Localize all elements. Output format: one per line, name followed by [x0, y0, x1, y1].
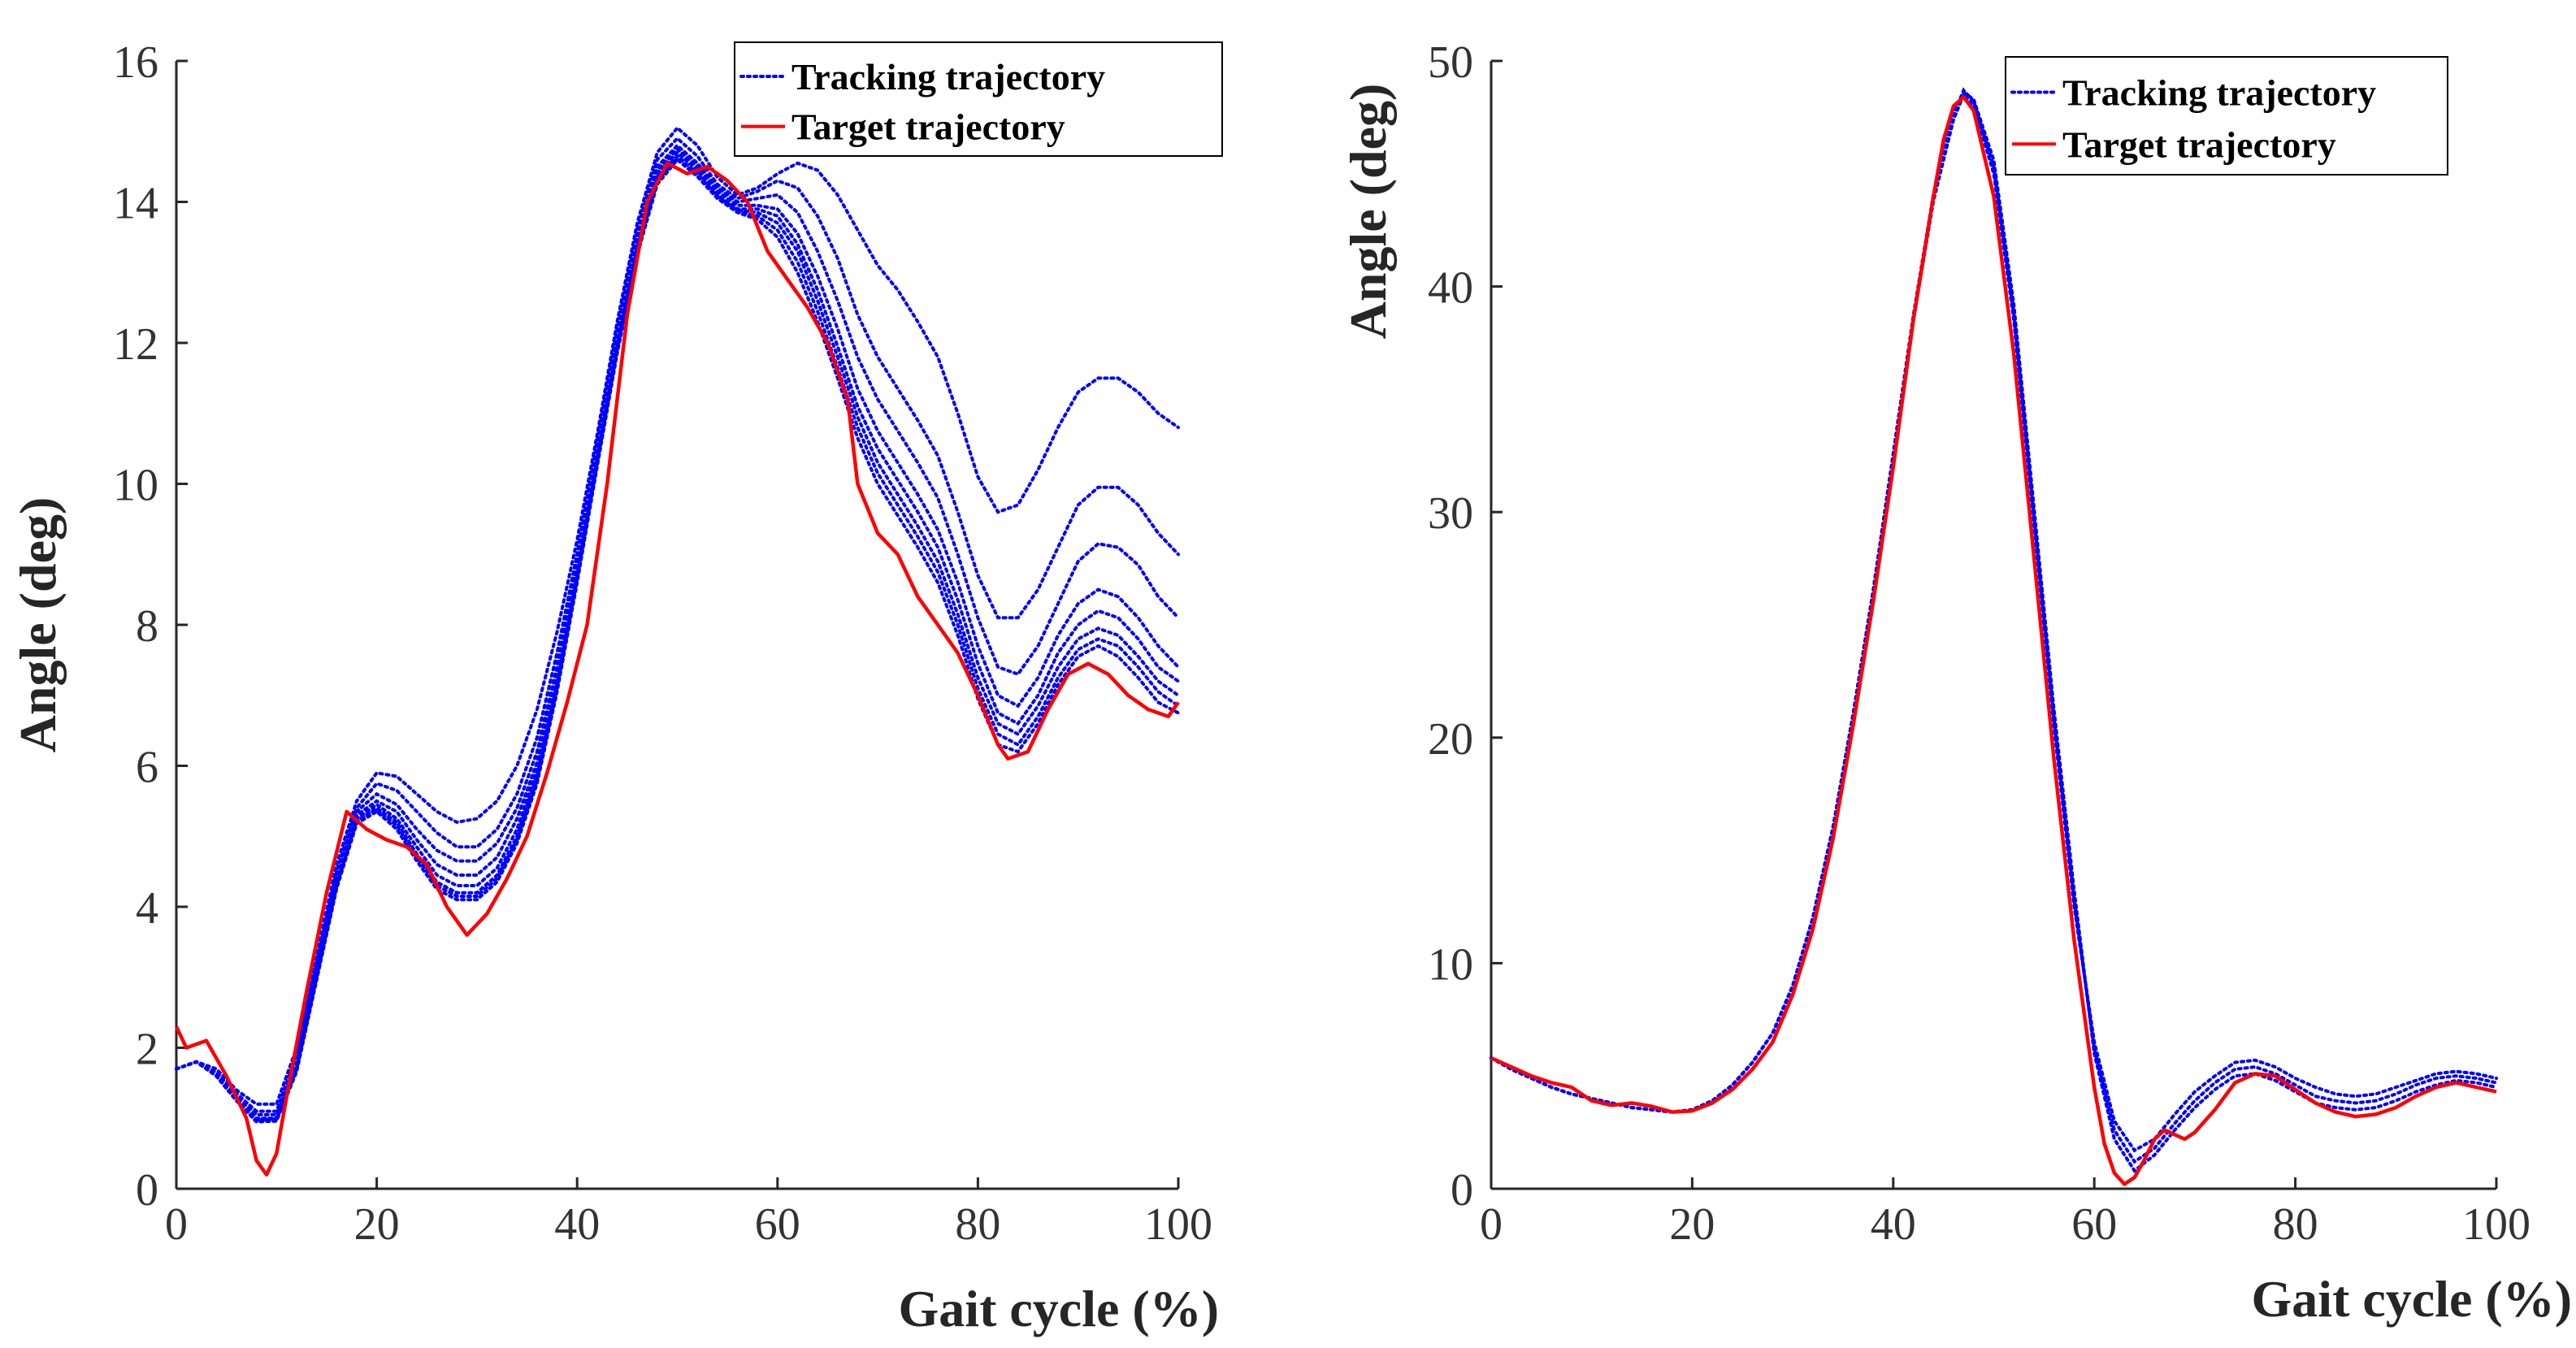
y-tick-label: 50	[1428, 37, 1473, 88]
x-tick-label: 40	[554, 1199, 600, 1250]
x-tick-label: 80	[955, 1199, 1000, 1250]
target-trajectory-line	[1490, 95, 2497, 1186]
y-axis-label: Angle (deg)	[9, 497, 67, 753]
y-tick-label: 2	[136, 1025, 158, 1075]
y-tick-label: 0	[1451, 1165, 1473, 1216]
x-tick-label: 0	[165, 1199, 188, 1250]
y-tick-label: 30	[1428, 488, 1473, 539]
tracking-trajectory-line-1	[1490, 91, 2498, 1153]
x-tick-label: 100	[1144, 1199, 1212, 1250]
y-tick-label: 4	[136, 883, 158, 934]
tracking-trajectory-line-3	[1490, 90, 2498, 1173]
right-chart-panel: 0 20 40 60 80 100 0 10 20 30 40 50 Gait cycle (%) Ang…	[1339, 37, 2572, 1328]
x-tick-label: 100	[2462, 1199, 2530, 1250]
target-trajectory-line	[174, 161, 1180, 1177]
y-axis-label: Angle (deg)	[1339, 84, 1397, 340]
tracking-trajectory-line-4	[175, 146, 1180, 1120]
y-tick-label: 12	[113, 319, 158, 370]
y-tick-label: 8	[136, 601, 158, 652]
legend-target-label: Target trajectory	[791, 106, 1065, 148]
y-tick-label: 6	[136, 743, 158, 793]
legend-tracking-label: Tracking trajectory	[791, 56, 1105, 98]
legend-tracking-label: Tracking trajectory	[2062, 72, 2376, 114]
tracking-trajectory-line-5	[175, 150, 1180, 1122]
y-tick-label: 0	[136, 1165, 158, 1216]
tracking-trajectory-line-2	[175, 136, 1180, 1113]
y-tick-label: 40	[1428, 263, 1473, 314]
y-tick-label: 10	[113, 461, 158, 511]
legend-box	[734, 41, 1223, 157]
x-tick-label: 40	[1871, 1199, 1916, 1250]
y-tick-label: 20	[1428, 714, 1473, 765]
x-tick-label: 0	[1480, 1199, 1503, 1250]
x-axis-label: Gait cycle (%)	[2252, 1270, 2573, 1328]
x-tick-label: 60	[755, 1199, 800, 1250]
x-tick-label: 60	[2071, 1199, 2117, 1250]
tracking-trajectory-line-8	[175, 157, 1180, 1124]
tracking-trajectory-line-7	[175, 155, 1180, 1124]
tracking-trajectory-line-1	[175, 125, 1180, 1106]
x-tick-label: 20	[354, 1199, 400, 1250]
tracking-trajectory-line-3	[175, 143, 1180, 1116]
x-tick-label: 20	[1669, 1199, 1715, 1250]
left-chart-panel: 0 20 40 60 80 100 0 2 4 6 8 10 12 14 16 Gait cycle (%) A…	[9, 37, 1223, 1337]
tracking-trajectory-line-2	[1490, 87, 2498, 1164]
y-tick-label: 10	[1428, 939, 1473, 990]
x-axis-label: Gait cycle (%)	[899, 1280, 1220, 1337]
y-tick-label: 16	[113, 37, 158, 88]
y-tick-label: 14	[113, 179, 158, 229]
x-tick-label: 80	[2273, 1199, 2318, 1250]
tracking-trajectory-line-6	[175, 154, 1180, 1123]
legend-target-label: Target trajectory	[2062, 124, 2336, 165]
legend-box	[2005, 56, 2448, 176]
